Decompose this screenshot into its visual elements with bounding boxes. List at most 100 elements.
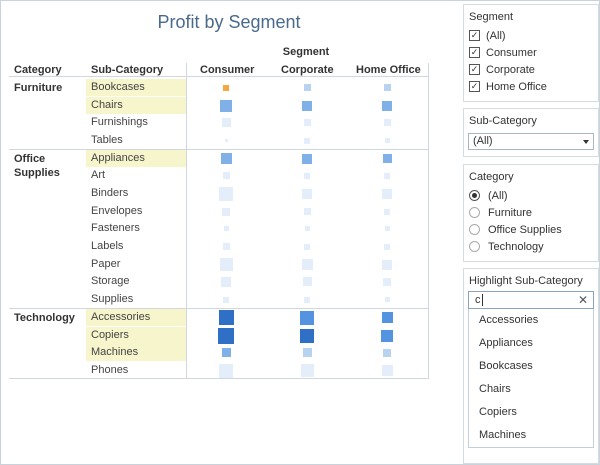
checkbox[interactable]: ✓ <box>469 81 480 92</box>
profit-mark[interactable] <box>223 296 229 303</box>
profit-mark[interactable] <box>384 243 390 250</box>
profit-mark[interactable] <box>304 243 310 250</box>
profit-mark[interactable] <box>304 226 310 231</box>
radio-button[interactable] <box>469 190 480 201</box>
category-radio-row[interactable]: Technology <box>464 238 598 255</box>
dropdown-option[interactable]: Bookcases <box>479 360 533 372</box>
radio-button[interactable] <box>469 241 480 252</box>
dropdown-option[interactable]: Appliances <box>479 337 533 349</box>
profit-mark[interactable] <box>220 153 232 164</box>
category-column-header: Category <box>14 64 62 76</box>
segment-checkbox-row[interactable]: ✓ Consumer <box>464 44 598 61</box>
category-radio-row[interactable]: Office Supplies <box>464 221 598 238</box>
checkbox-label: Corporate <box>486 63 535 76</box>
profit-mark[interactable] <box>384 226 390 231</box>
segment-checkbox-row[interactable]: ✓ (All) <box>464 27 598 44</box>
subcategory-label[interactable]: Binders <box>91 187 129 199</box>
profit-mark[interactable] <box>302 348 312 357</box>
subcategory-label[interactable]: Supplies <box>91 293 134 305</box>
profit-mark[interactable] <box>222 172 230 179</box>
profit-mark[interactable] <box>304 172 310 179</box>
subcategory-label[interactable]: Machines <box>86 344 186 361</box>
profit-mark[interactable] <box>384 297 390 302</box>
page-title: Profit by Segment <box>157 12 301 32</box>
profit-mark[interactable] <box>222 243 230 250</box>
subcategory-label[interactable]: Phones <box>91 364 129 376</box>
profit-mark[interactable] <box>220 99 232 112</box>
profit-mark[interactable] <box>303 119 311 126</box>
profit-mark[interactable] <box>302 100 312 111</box>
profit-mark[interactable] <box>382 154 392 163</box>
subcategory-label[interactable]: Paper <box>91 258 121 270</box>
category-radio-row[interactable]: Furniture <box>464 204 598 221</box>
profit-mark[interactable] <box>383 277 391 286</box>
checkbox[interactable]: ✓ <box>469 64 480 75</box>
profit-mark[interactable] <box>221 118 231 127</box>
profit-mark[interactable] <box>382 188 392 199</box>
profit-mark[interactable] <box>383 84 391 91</box>
category-radio-row[interactable]: (All) <box>464 187 598 204</box>
profit-mark[interactable] <box>219 363 233 378</box>
profit-mark[interactable] <box>381 329 393 342</box>
profit-mark[interactable] <box>303 208 311 215</box>
subcategory-label[interactable]: Copiers <box>86 327 186 344</box>
profit-mark[interactable] <box>300 328 314 343</box>
dropdown-option[interactable]: Copiers <box>479 406 517 418</box>
profit-mark[interactable] <box>300 364 314 377</box>
segment-header: Segment <box>282 46 330 58</box>
highlight-search-input[interactable]: c ✕ <box>468 291 594 309</box>
segment-checkbox-row[interactable]: ✓ Corporate <box>464 61 598 78</box>
profit-mark[interactable] <box>304 296 310 303</box>
profit-mark[interactable] <box>219 258 233 271</box>
profit-mark[interactable] <box>223 226 229 231</box>
profit-mark[interactable] <box>384 172 390 179</box>
profit-mark[interactable] <box>223 84 229 91</box>
subcategory-label[interactable]: Accessories <box>86 309 186 326</box>
profit-mark[interactable] <box>221 276 231 287</box>
profit-mark[interactable] <box>382 100 392 111</box>
profit-mark[interactable] <box>384 138 390 143</box>
profit-mark[interactable] <box>382 259 392 270</box>
profit-mark[interactable] <box>301 259 313 270</box>
category-divider <box>9 149 429 150</box>
profit-mark[interactable] <box>383 348 391 357</box>
profit-mark[interactable] <box>384 208 390 215</box>
corporate-column-header: Corporate <box>281 64 334 76</box>
profit-mark[interactable] <box>218 327 234 344</box>
checkbox[interactable]: ✓ <box>469 30 480 41</box>
profit-mark[interactable] <box>302 188 312 199</box>
close-icon[interactable]: ✕ <box>577 293 588 307</box>
profit-mark[interactable] <box>302 277 312 286</box>
segment-checkbox-row[interactable]: ✓ Home Office <box>464 78 598 95</box>
profit-mark[interactable] <box>302 153 312 164</box>
profit-mark[interactable] <box>221 348 231 357</box>
profit-mark[interactable] <box>304 137 310 144</box>
subcategory-label[interactable]: Labels <box>91 240 124 252</box>
subcategory-label[interactable]: Envelopes <box>91 205 143 217</box>
subcategory-label[interactable]: Bookcases <box>86 79 186 96</box>
subcategory-label[interactable]: Appliances <box>86 150 186 167</box>
subcategory-label[interactable]: Furnishings <box>91 116 148 128</box>
profit-mark[interactable] <box>219 186 233 201</box>
profit-mark[interactable] <box>381 312 393 323</box>
profit-mark[interactable] <box>300 310 314 325</box>
radio-button[interactable] <box>469 224 480 235</box>
radio-button[interactable] <box>469 207 480 218</box>
profit-mark[interactable] <box>218 310 234 325</box>
profit-mark[interactable] <box>383 119 391 126</box>
radio-label: (All) <box>488 189 508 202</box>
profit-mark[interactable] <box>303 84 311 91</box>
profit-mark[interactable] <box>224 139 228 142</box>
profit-mark[interactable] <box>381 365 393 376</box>
dropdown-option[interactable]: Accessories <box>479 314 539 326</box>
dropdown-option[interactable]: Machines <box>479 429 527 441</box>
checkbox[interactable]: ✓ <box>469 47 480 58</box>
profit-mark[interactable] <box>222 207 230 216</box>
subcategory-label[interactable]: Tables <box>91 134 123 146</box>
subcategory-label[interactable]: Art <box>91 169 106 181</box>
subcategory-label[interactable]: Chairs <box>86 97 186 114</box>
subcategory-label[interactable]: Fasteners <box>91 222 140 234</box>
dropdown-option[interactable]: Chairs <box>479 383 511 395</box>
subcategory-label[interactable]: Storage <box>91 275 130 287</box>
subcategory-dropdown[interactable]: (All) <box>468 133 594 150</box>
